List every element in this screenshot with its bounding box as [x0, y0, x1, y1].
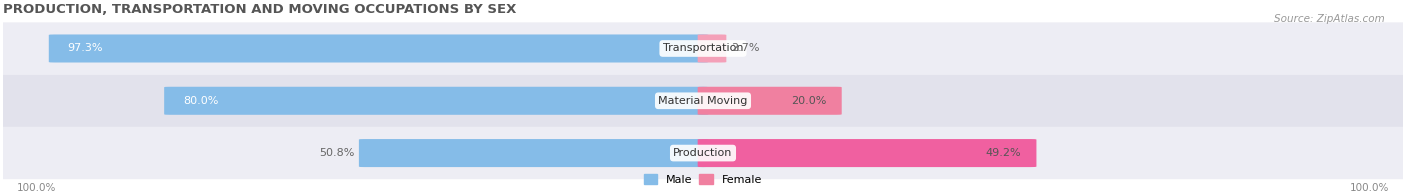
FancyBboxPatch shape — [697, 139, 1036, 167]
FancyBboxPatch shape — [0, 75, 1406, 127]
Text: Material Moving: Material Moving — [658, 96, 748, 106]
FancyBboxPatch shape — [165, 87, 709, 115]
Text: PRODUCTION, TRANSPORTATION AND MOVING OCCUPATIONS BY SEX: PRODUCTION, TRANSPORTATION AND MOVING OC… — [3, 3, 516, 16]
FancyBboxPatch shape — [49, 34, 709, 63]
Text: 50.8%: 50.8% — [319, 148, 354, 158]
FancyBboxPatch shape — [359, 139, 709, 167]
Text: Source: ZipAtlas.com: Source: ZipAtlas.com — [1274, 14, 1385, 24]
Text: 20.0%: 20.0% — [792, 96, 827, 106]
FancyBboxPatch shape — [0, 22, 1406, 75]
Text: 2.7%: 2.7% — [731, 44, 759, 54]
Text: 49.2%: 49.2% — [986, 148, 1021, 158]
Legend: Male, Female: Male, Female — [640, 170, 766, 189]
FancyBboxPatch shape — [0, 127, 1406, 179]
FancyBboxPatch shape — [697, 34, 727, 63]
FancyBboxPatch shape — [697, 87, 842, 115]
Text: 97.3%: 97.3% — [67, 44, 103, 54]
Text: Transportation: Transportation — [662, 44, 744, 54]
Text: Production: Production — [673, 148, 733, 158]
Text: 80.0%: 80.0% — [183, 96, 218, 106]
